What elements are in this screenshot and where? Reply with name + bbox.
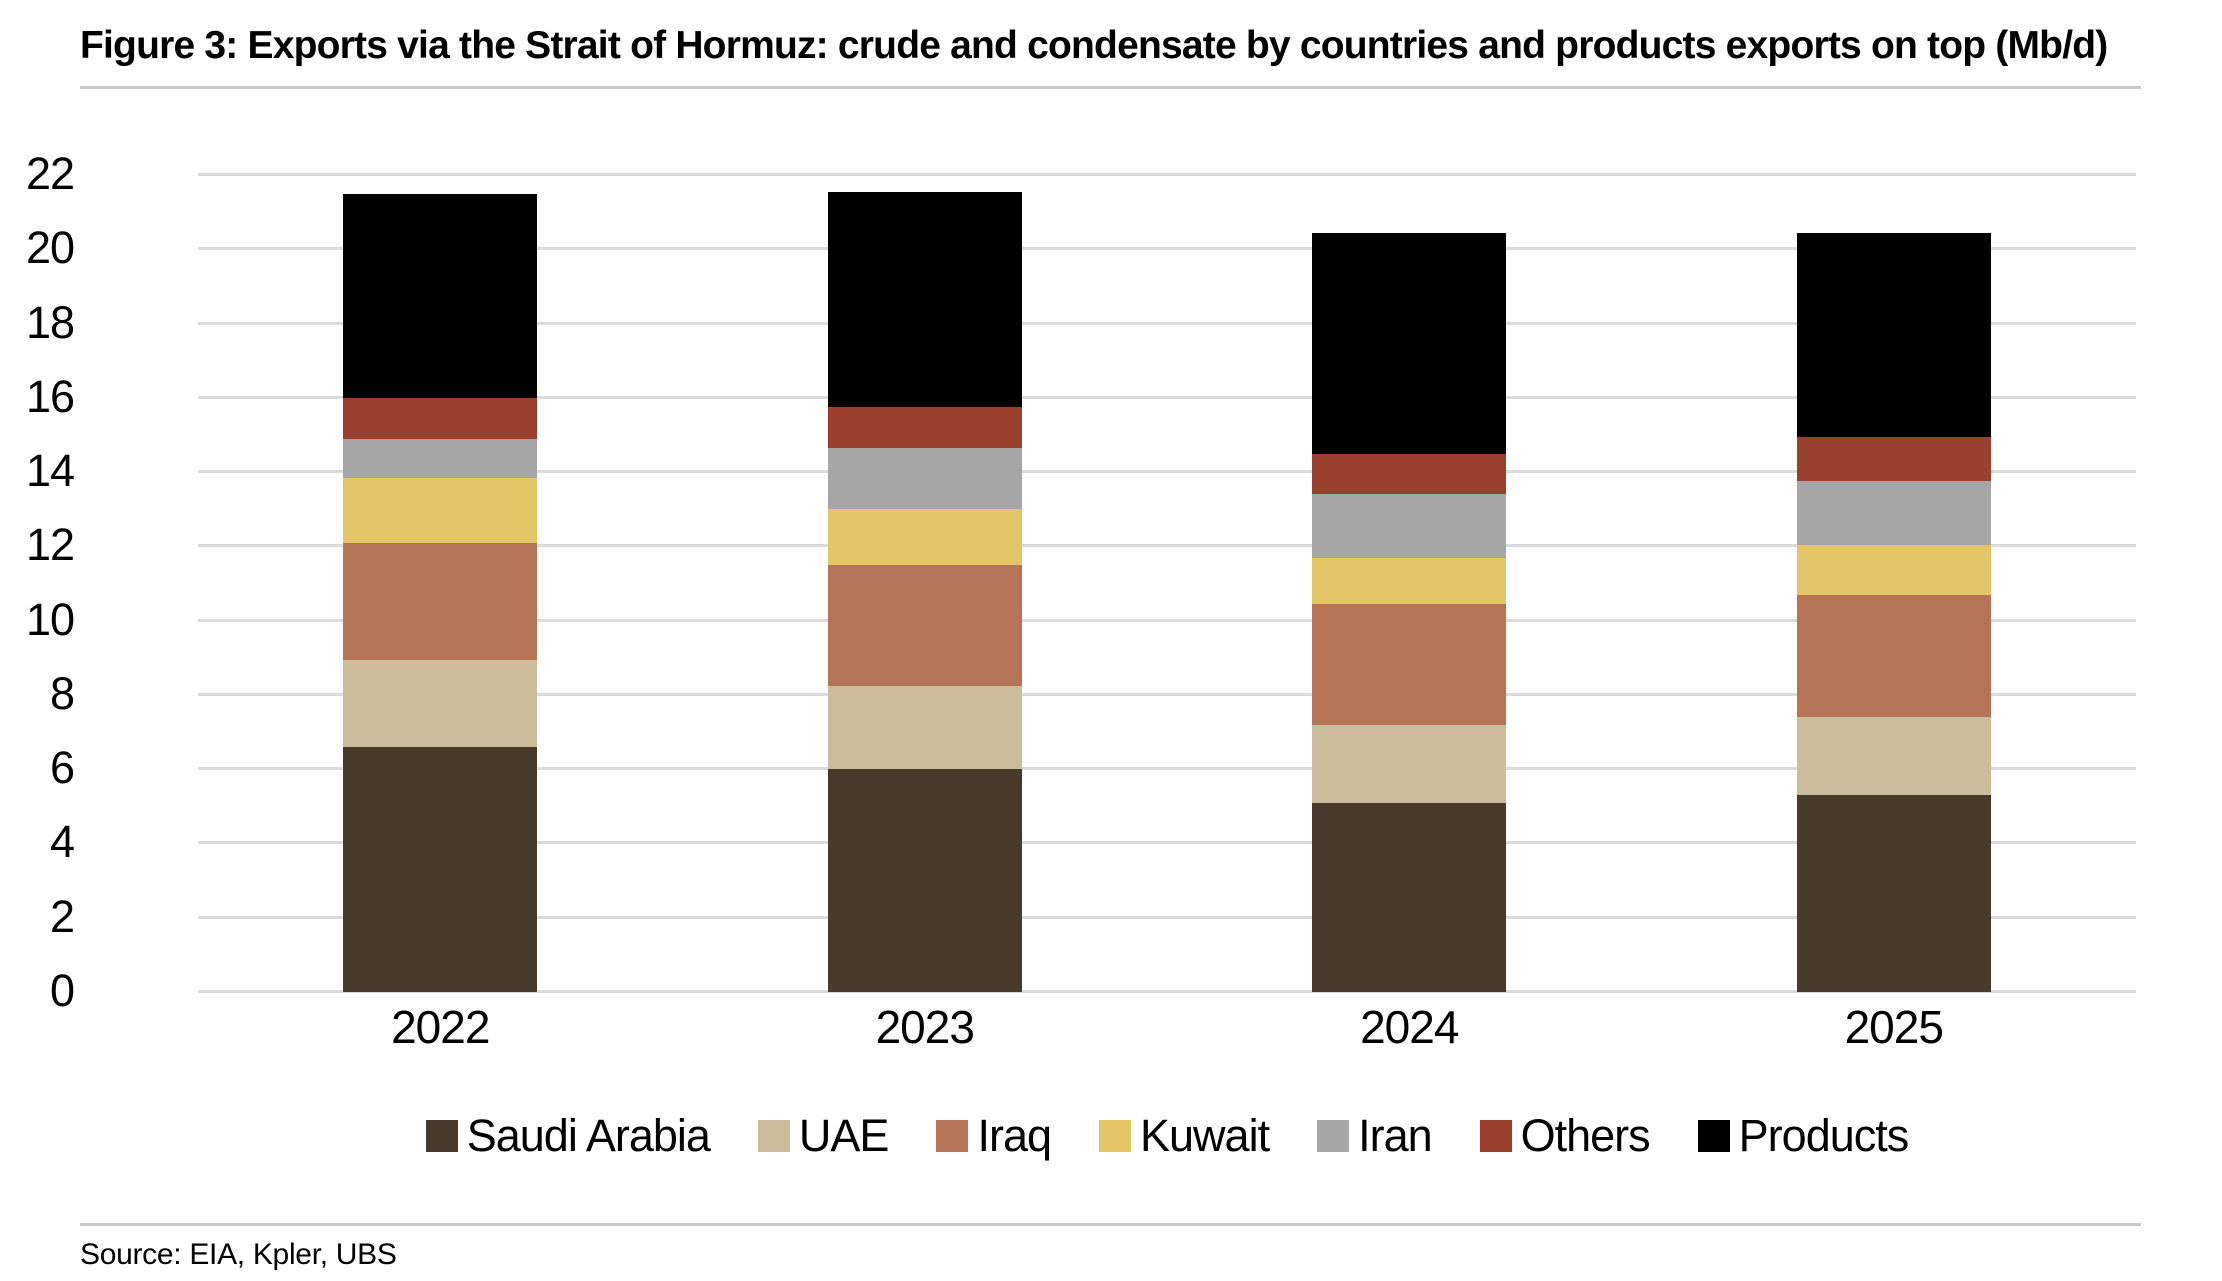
gridline-y-16 bbox=[198, 395, 2136, 399]
bar-segment-iraq-2023 bbox=[827, 564, 1022, 686]
bar-segment-uae-2022 bbox=[343, 659, 538, 747]
y-tick-label-12: 12 bbox=[25, 519, 75, 571]
bar-segment-iraq-2024 bbox=[1312, 603, 1507, 725]
legend-label-iraq: Iraq bbox=[977, 1110, 1052, 1161]
gridline-y-2 bbox=[198, 915, 2136, 919]
legend-swatch-others bbox=[1479, 1120, 1512, 1152]
bar-2023 bbox=[827, 175, 1022, 992]
bar-segment-products-2024 bbox=[1312, 232, 1507, 454]
gridline-y-8 bbox=[198, 692, 2136, 696]
legend-item-saudi-arabia: Saudi Arabia bbox=[425, 1110, 711, 1162]
legend-item-iraq: Iraq bbox=[936, 1110, 1052, 1162]
bar-segment-saudi-arabia-2025 bbox=[1796, 795, 1991, 992]
legend-swatch-iraq bbox=[936, 1120, 969, 1152]
legend-swatch-uae bbox=[757, 1120, 790, 1152]
y-tick-label-16: 16 bbox=[25, 370, 75, 422]
bar-segment-iran-2025 bbox=[1796, 481, 1991, 545]
bar-segment-products-2025 bbox=[1796, 232, 1991, 437]
legend-item-kuwait: Kuwait bbox=[1099, 1110, 1270, 1162]
bar-2022 bbox=[343, 175, 538, 992]
bar-segment-saudi-arabia-2024 bbox=[1312, 802, 1507, 992]
legend-label-kuwait: Kuwait bbox=[1140, 1110, 1270, 1161]
plot-area: 0 2 4 6 8 10 12 14 16 18 20 22 bbox=[26, 151, 2136, 1013]
gridline-y-14 bbox=[198, 470, 2136, 474]
legend-label-iran: Iran bbox=[1358, 1110, 1433, 1161]
bar-segment-uae-2024 bbox=[1312, 724, 1507, 803]
gridline-y-0 bbox=[198, 990, 2136, 993]
bar-segment-iraq-2025 bbox=[1796, 594, 1991, 718]
x-tick-label-2023: 2023 bbox=[875, 1001, 975, 1053]
y-tick-label-10: 10 bbox=[25, 593, 75, 645]
legend-item-products: Products bbox=[1697, 1110, 1910, 1162]
y-tick-label-18: 18 bbox=[25, 296, 75, 348]
legend-swatch-saudi-arabia bbox=[425, 1120, 458, 1152]
y-tick-label-4: 4 bbox=[49, 816, 75, 868]
legend-label-saudi-arabia: Saudi Arabia bbox=[466, 1110, 711, 1161]
gridline-y-22 bbox=[198, 173, 2136, 176]
gridline-y-10 bbox=[198, 618, 2136, 622]
bar-segment-uae-2023 bbox=[827, 685, 1022, 770]
bar-segment-saudi-arabia-2023 bbox=[827, 769, 1022, 992]
y-tick-label-20: 20 bbox=[25, 222, 75, 274]
y-tick-label-8: 8 bbox=[49, 667, 75, 719]
legend-item-others: Others bbox=[1479, 1110, 1651, 1162]
title-divider bbox=[80, 86, 2141, 89]
y-tick-label-6: 6 bbox=[49, 742, 75, 794]
footer-divider bbox=[80, 1223, 2141, 1226]
legend-label-products: Products bbox=[1738, 1110, 1910, 1161]
figure-title: Figure 3: Exports via the Strait of Horm… bbox=[80, 24, 2108, 67]
bar-segment-kuwait-2023 bbox=[827, 509, 1022, 565]
source-note: Source: EIA, Kpler, UBS bbox=[80, 1238, 397, 1271]
stacked-bar-chart: 0 2 4 6 8 10 12 14 16 18 20 22 2022 2023 2024 2025 Sau… bbox=[0, 120, 2222, 1161]
bar-segment-saudi-arabia-2022 bbox=[343, 746, 538, 992]
y-tick-label-2: 2 bbox=[49, 890, 75, 942]
chart-legend: Saudi Arabia UAE Iraq Kuwait Iran Others Produ… bbox=[198, 1110, 2136, 1162]
y-tick-label-14: 14 bbox=[25, 445, 75, 497]
x-tick-label-2022: 2022 bbox=[391, 1001, 490, 1053]
bar-segment-iraq-2022 bbox=[343, 542, 538, 660]
bar-segment-kuwait-2024 bbox=[1312, 557, 1507, 604]
bar-2025 bbox=[1796, 175, 1991, 992]
x-tick-label-2024: 2024 bbox=[1360, 1001, 1459, 1053]
bar-segment-others-2024 bbox=[1312, 453, 1507, 495]
legend-swatch-iran bbox=[1317, 1120, 1350, 1152]
legend-swatch-products bbox=[1697, 1120, 1730, 1152]
bar-segment-kuwait-2022 bbox=[343, 477, 538, 543]
bar-segment-others-2025 bbox=[1796, 436, 1991, 482]
gridline-y-4 bbox=[198, 841, 2136, 845]
bar-2024 bbox=[1312, 175, 1507, 992]
legend-swatch-kuwait bbox=[1099, 1120, 1131, 1152]
gridline-y-18 bbox=[198, 321, 2136, 325]
legend-label-others: Others bbox=[1520, 1110, 1651, 1161]
gridline-y-12 bbox=[198, 544, 2136, 548]
bar-segment-products-2023 bbox=[827, 191, 1022, 408]
y-tick-label-22: 22 bbox=[25, 148, 75, 199]
bar-segment-others-2023 bbox=[827, 407, 1022, 448]
legend-item-iran: Iran bbox=[1317, 1110, 1433, 1162]
bar-segment-iran-2024 bbox=[1312, 494, 1507, 558]
gridline-y-6 bbox=[198, 767, 2136, 771]
bar-segment-iran-2022 bbox=[343, 438, 538, 478]
legend-item-uae: UAE bbox=[757, 1110, 890, 1162]
gridline-y-20 bbox=[198, 247, 2136, 251]
bar-segment-products-2022 bbox=[343, 193, 538, 398]
bar-segment-others-2022 bbox=[343, 397, 538, 439]
y-tick-label-0: 0 bbox=[49, 965, 75, 1016]
bar-segment-iran-2023 bbox=[827, 447, 1022, 510]
x-tick-label-2025: 2025 bbox=[1844, 1001, 1944, 1053]
legend-label-uae: UAE bbox=[798, 1110, 890, 1161]
bar-segment-uae-2025 bbox=[1796, 717, 1991, 796]
bar-segment-kuwait-2025 bbox=[1796, 544, 1991, 595]
